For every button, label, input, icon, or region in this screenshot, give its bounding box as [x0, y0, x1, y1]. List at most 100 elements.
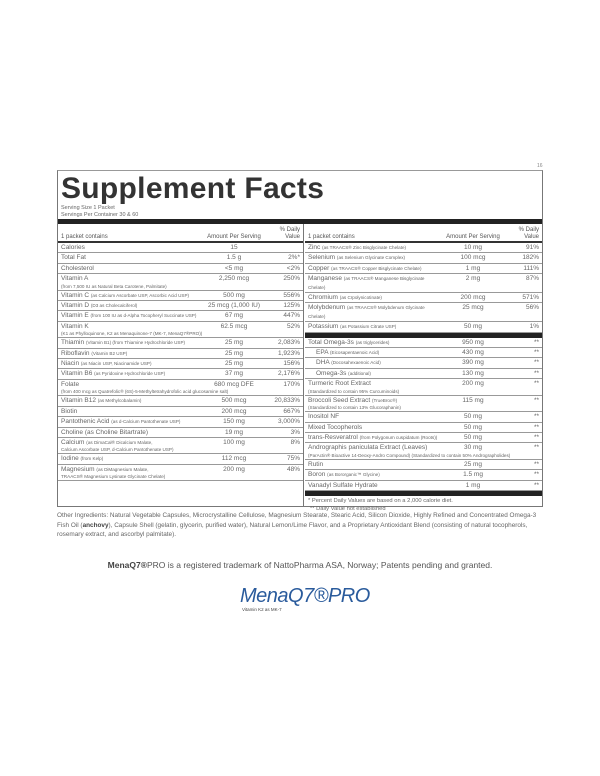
nutrient-dv: 2,176% — [277, 370, 300, 378]
nutrient-amount: 950 mg — [462, 338, 484, 346]
nutrient-name: Niacin — [61, 360, 80, 368]
nutrient-dv: ** — [533, 471, 539, 479]
nutrient-dv: 56% — [525, 304, 539, 312]
nutrient-row: Total Fat 1.5 g 2%* — [58, 253, 303, 264]
nutrient-row: Vitamin B6 (as Pyridoxine Hydrochloride … — [58, 369, 303, 380]
nutrient-amount: 390 mg — [462, 359, 484, 367]
nutrient-name: Iodine — [61, 455, 79, 463]
nutrient-amount: 50 mg — [463, 413, 483, 421]
nutrient-amount: 62.5 mcg — [220, 322, 248, 330]
nutrient-dv: 182% — [522, 254, 539, 262]
nutrient-name: Biotin — [61, 407, 78, 415]
nutrient-dv: 111% — [523, 264, 539, 272]
thick-divider — [305, 490, 542, 496]
corner-mark: 16 — [537, 163, 543, 169]
nutrient-name: Boron — [308, 471, 326, 479]
nutrient-row: trans-Resveratrol (from Polygonum cuspid… — [305, 433, 542, 444]
serving-info: Serving Size 1 Packet Servings Per Conta… — [61, 205, 138, 219]
nutrient-row: Biotin 200 mcg 667% — [58, 407, 303, 418]
nutrient-name-cell: Mixed Tocopherols — [308, 424, 439, 432]
nutrient-dv: 156% — [283, 360, 300, 368]
header-dv: % Daily Value — [279, 227, 300, 240]
nutrient-amount: 2,250 mcg — [218, 275, 250, 283]
nutrient-row: Inositol NF 50 mg ** — [305, 412, 542, 423]
nutrient-dv: 250% — [283, 275, 300, 283]
nutrient-name: Vitamin B6 — [61, 370, 93, 378]
nutrient-subtext: (Standardized to contain 13% Glucoraphan… — [308, 405, 401, 411]
header-contains: 1 packet contains — [61, 234, 108, 240]
logo-tagline: Vitamin K2 as MK-7 — [242, 607, 282, 612]
nutrient-amount: 25 mg — [224, 360, 244, 368]
nutrient-row: Thiamin (Vitamin B1) (from Thiamine Hydr… — [58, 338, 303, 349]
nutrient-dv: ** — [533, 338, 539, 346]
nutrient-name-cell: Vitamin K — [61, 323, 200, 331]
nutrient-detail: (as d-Calcium Pantothenate USP) — [111, 419, 181, 425]
nutrient-name-cell: Chromium (as Crpolynicotinate) — [308, 294, 439, 302]
nutrient-dv: 1% — [529, 323, 539, 331]
nutrient-dv: 447% — [283, 312, 300, 320]
nutrient-dv: 571% — [522, 294, 539, 302]
nutrient-amount: 112 mcg — [221, 455, 247, 463]
nutrient-dv: 48% — [286, 465, 300, 473]
nutrient-amount: 200 mg — [223, 465, 245, 473]
nutrient-name: Rutin — [308, 460, 324, 468]
nutrient-dv: ** — [533, 369, 539, 377]
nutrient-dv: 91% — [525, 244, 539, 251]
nutrient-name-cell: Thiamin (Vitamin B1) (from Thiamine Hydr… — [61, 339, 200, 347]
nutrient-row: Cholesterol <5 mg <2% — [58, 264, 303, 275]
thick-divider — [305, 332, 542, 338]
nutrient-name: Turmeric Root Extract — [308, 380, 371, 388]
nutrient-amount: 50 mg — [463, 433, 483, 441]
nutrient-name-cell: Cholesterol — [61, 265, 200, 273]
nutrient-amount: 19 mg — [224, 428, 244, 436]
trademark-brand: MenaQ7® — [107, 560, 147, 570]
nutrient-name-cell: Riboflavin (Vitamin B2 USP) — [61, 350, 200, 358]
nutrient-amount: 2 mg — [465, 275, 481, 283]
nutrient-name: Manganese — [308, 275, 342, 283]
nutrient-dv: 2%* — [288, 254, 300, 262]
nutrient-name-cell: Total Fat — [61, 254, 200, 262]
nutrient-name: Andrographis paniculata Extract (Leaves) — [308, 444, 428, 452]
nutrient-amount: 25 mcg (1,000 IU) — [207, 302, 261, 310]
nutrient-detail: (as TRAACS® Manganese Bisglycinate Chela… — [308, 276, 425, 290]
nutrient-amount: 100 mcg — [460, 254, 486, 262]
trademark-text: PRO is a registered trademark of NattoPh… — [146, 560, 493, 570]
nutrient-dv: 556% — [283, 291, 300, 299]
nutrient-dv: ** — [533, 481, 539, 489]
nutrient-name: Broccoli Seed Extract — [308, 396, 371, 404]
other-ingredients: Other Ingredients: Natural Vegetable Cap… — [57, 511, 547, 540]
nutrient-row: Niacin (as Niacin USP, Niacinamide USP) 2… — [58, 359, 303, 370]
nutrient-name-cell: EPA (Eicosapentaenoic Acid) — [308, 349, 439, 357]
nutrient-row: Andrographis paniculata Extract (Leaves)… — [305, 443, 542, 460]
nutrient-name: Potassium — [308, 323, 339, 331]
nutrient-detail: (as Selenium Glycinate Complex) — [336, 255, 406, 261]
nutrient-row: Iodine (from Kelp) 112 mcg 75% — [58, 454, 303, 465]
header-contains: 1 packet contains — [308, 234, 355, 240]
serving-size: Serving Size 1 Packet — [61, 205, 115, 211]
nutrient-row: Zinc (as TRAACS® Zinc Bisglycinate Chela… — [305, 243, 542, 254]
nutrient-row: Manganese (as TRAACS® Manganese Bisglyci… — [305, 274, 542, 294]
nutrient-row: Folate 680 mcg DFE 170% (from 400 mcg as Qu… — [58, 380, 303, 397]
nutrient-dv: ** — [533, 460, 539, 468]
servings-per-container: Servings Per Container 30 & 60 — [61, 211, 139, 218]
nutrient-amount: 115 mg — [462, 396, 484, 404]
nutrient-name: Molybdenum — [308, 304, 346, 312]
nutrient-dv: ** — [533, 433, 539, 441]
left-rows: Calories 15 Total Fat 1.5 g 2%* Cholesterol <5… — [58, 243, 303, 482]
nutrient-name: DHA — [316, 359, 330, 367]
nutrient-name-cell: Niacin (as Niacin USP, Niacinamide USP) — [61, 360, 200, 368]
nutrient-name-cell: Folate — [61, 381, 200, 389]
nutrient-row: Turmeric Root Extract 200 mg ** (Standardiz… — [305, 379, 542, 396]
nutrient-name-cell: Calcium (as DimaCal® Dicalcium Malate, — [61, 439, 200, 447]
nutrient-row: Copper (as TRAACS® Copper Bisglycinate C… — [305, 264, 542, 275]
nutrient-subtext: (ParActin® Bioactive 14-Deoxy-Andro Comp… — [308, 452, 511, 458]
header-amount: Amount Per Serving — [207, 234, 261, 240]
nutrient-row: Omega-3s (additional) 130 mg ** — [305, 369, 542, 380]
nutrient-detail: (additional) — [348, 370, 371, 376]
nutrient-amount: 430 mg — [462, 349, 484, 357]
nutrient-name: Copper — [308, 264, 330, 272]
nutrient-name-cell: DHA (Docosahexaenoic Acid) — [308, 359, 439, 367]
nutrient-amount: 200 mg — [462, 380, 484, 388]
nutrient-amount: 500 mg — [223, 291, 245, 299]
nutrient-amount: 50 mg — [463, 323, 483, 331]
